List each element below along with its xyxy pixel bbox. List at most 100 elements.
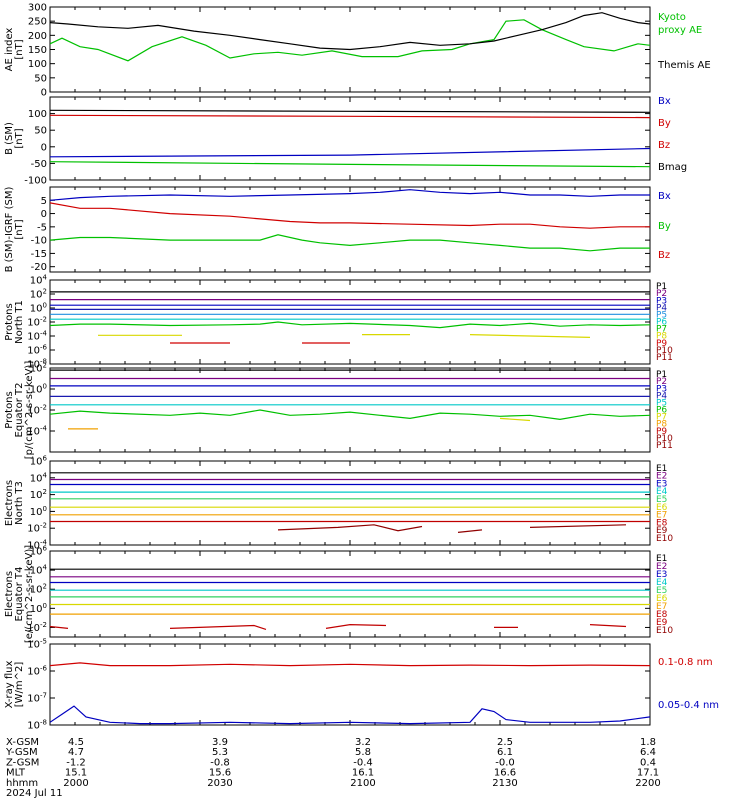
legend-item: P9: [656, 339, 667, 349]
legend-item: P7: [656, 325, 667, 335]
legend-item: E3: [656, 479, 667, 489]
footer-value: -0.4: [353, 757, 373, 768]
legend-item: P6: [656, 406, 667, 416]
legend-item: E6: [656, 594, 668, 604]
legend-item: E3: [656, 570, 667, 580]
legend-item: P4: [656, 391, 667, 401]
footer-row-label: hhmm: [6, 778, 38, 789]
y-tick-label: 250: [28, 17, 47, 28]
y-tick-label: 0: [41, 88, 47, 99]
legend-item: By: [658, 221, 671, 232]
footer-value: 5.8: [355, 747, 371, 758]
y-axis-label: North T1: [14, 300, 25, 344]
legend-item: Themis AE: [657, 60, 711, 71]
footer-value: 0.4: [640, 757, 656, 768]
footer-value: 2100: [350, 778, 375, 789]
y-tick-label: 5: [41, 196, 47, 207]
legend-item: E4: [656, 487, 668, 497]
series-line-e9: [529, 524, 627, 528]
y-tick-label: -20: [31, 262, 47, 273]
y-tick-label: 50: [34, 73, 47, 84]
legend-item: P2: [656, 289, 667, 299]
y-tick-label: 0: [41, 209, 47, 220]
y-tick-label: 102: [30, 488, 47, 501]
series-line-bz: [50, 109, 650, 113]
panel-protons_equator: 102 100 10-2 10-4 Protons Equator T2 [p/(cm^2-…: [4, 361, 673, 460]
footer-value: 3.9: [212, 737, 228, 748]
y-tick-label: 106: [30, 455, 48, 468]
series-line-0-05-0-4-nm: [50, 705, 650, 725]
y-axis-label: X-ray flux: [4, 660, 15, 708]
y-axis-label: B (SM)-IGRF (SM): [4, 187, 15, 273]
footer-row-label: Y-GSM: [5, 747, 38, 758]
footer-value: 17.1: [637, 768, 659, 779]
y-tick-label: 10-5: [27, 638, 47, 651]
y-tick-label: 104: [30, 471, 48, 484]
legend-item: E1: [656, 464, 667, 474]
panel-frame: [49, 460, 651, 546]
panel-frame: [49, 186, 651, 273]
footer-value: -0.8: [210, 757, 230, 768]
y-tick-label: 102: [30, 583, 47, 596]
legend-item: 0.05-0.4 nm: [658, 700, 719, 711]
footer-value: 16.1: [352, 768, 374, 779]
legend-item: P5: [656, 310, 667, 320]
footer-value: 2.5: [497, 737, 513, 748]
legend-item: E5: [656, 586, 667, 596]
footer-value: 1.8: [640, 737, 656, 748]
y-tick-label: 10-2: [27, 316, 47, 329]
legend-item: E5: [656, 495, 667, 505]
series-line-bz: [50, 234, 650, 252]
footer-value: -1.2: [66, 757, 86, 768]
legend-item: E2: [656, 562, 667, 572]
legend-item: E8: [656, 610, 668, 620]
footer-value: 5.3: [212, 747, 228, 758]
y-tick-label: 100: [28, 59, 47, 70]
footer-value: 4.5: [68, 737, 84, 748]
series-line-0-1-0-8-nm: [50, 662, 650, 667]
legend-item: Bz: [658, 250, 670, 261]
y-axis-label: [p/(cm^2-s-sr-keV)]: [24, 361, 35, 460]
y-axis-label: [e/(cm^2-s-sr-keV)]: [24, 545, 35, 643]
legend-item: P8: [656, 332, 667, 342]
legend-item: 0.1-0.8 nm: [658, 657, 713, 668]
y-axis-label: Protons: [4, 303, 15, 340]
footer-value: 15.6: [209, 768, 231, 779]
y-tick-label: 50: [34, 126, 47, 137]
legend-item: Bmag: [658, 162, 687, 173]
panel-xray: 10-5 10-6 10-7 10-8 X-ray flux [W/m^2] 0.1-0.8…: [4, 638, 719, 732]
y-tick-label: 102: [30, 362, 47, 375]
y-axis-label: [W/m^2]: [14, 662, 25, 708]
y-tick-label: 10-7: [27, 692, 47, 705]
legend-item: P1: [656, 282, 667, 292]
legend-item: P1: [656, 370, 667, 380]
y-axis-label: AE index: [4, 28, 15, 72]
legend-item: E10: [656, 626, 673, 636]
y-tick-label: 10-8: [27, 358, 47, 371]
legend-item: P6: [656, 318, 667, 328]
series-line-kyoto-proxy-ae: [50, 19, 650, 62]
y-axis-label: Electrons: [4, 480, 15, 526]
footer-value: -0.0: [495, 757, 515, 768]
legend-item: P10: [656, 434, 673, 444]
legend-item: E9: [656, 526, 668, 536]
series-line-themis-ae: [50, 12, 650, 51]
footer-value: 2030: [207, 778, 232, 789]
panel-bsm: -100 -50 0 50 100 B (SM) [nT] Bx By Bz Bmag: [4, 96, 687, 187]
y-tick-label: 100: [30, 302, 47, 315]
legend-item: E1: [656, 554, 667, 564]
panel-ae: 0 50 100 150 200 250 300 AE index [nT] Kyoto proxy…: [4, 3, 711, 99]
legend-item: E7: [656, 511, 667, 521]
y-axis-label: Equator T2: [14, 383, 25, 438]
y-tick-label: 104: [30, 274, 48, 287]
panel-frame: [49, 96, 651, 181]
legend-item: P5: [656, 398, 667, 408]
footer-value: 6.4: [640, 747, 656, 758]
y-tick-label: -50: [31, 159, 47, 170]
panel-frame: [49, 279, 651, 365]
series-line-e8: [325, 623, 387, 629]
legend-item: Bx: [658, 96, 671, 107]
legend-item: E10: [656, 534, 673, 544]
